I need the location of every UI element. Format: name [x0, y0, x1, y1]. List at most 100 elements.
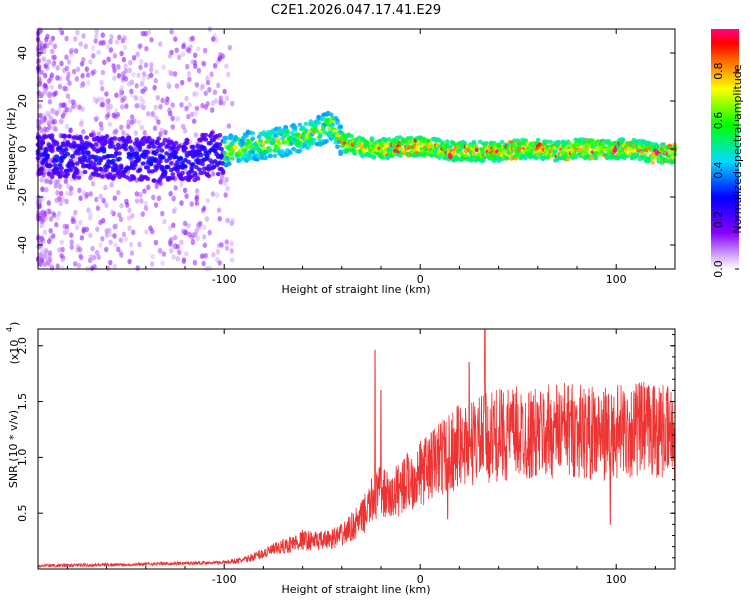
spectrogram-noise-cell	[66, 183, 71, 190]
spectrogram-noise-cell	[153, 77, 159, 84]
spectrogram-ridge-cell	[496, 142, 502, 147]
spectrogram-noise-cell	[53, 126, 59, 132]
spectrogram-ridge-cell	[203, 137, 209, 142]
snr-frame	[37, 328, 676, 570]
spectrogram-ridge-cell	[110, 144, 116, 149]
spectrogram-noise-cell	[170, 124, 175, 130]
spectrogram-noise-cell	[184, 95, 189, 102]
spectrogram-noise-cell	[205, 79, 211, 86]
spectrogram-noise-cell	[225, 185, 230, 192]
spectrogram-noise-cell	[42, 229, 48, 236]
spectrogram-noise-cell	[169, 29, 174, 35]
spectrogram-ridge-cell	[178, 155, 184, 161]
spectrogram-noise-cell	[199, 253, 205, 260]
spectrogram-ridge-cell	[215, 171, 221, 177]
spectrogram-noise-cell	[124, 103, 129, 109]
spectrogram-noise-cell	[174, 47, 179, 54]
spectrogram-noise-cell	[181, 258, 187, 265]
spectrogram-noise-cell	[44, 36, 49, 43]
spectrogram-noise-cell	[204, 216, 210, 222]
spectrogram-noise-cell	[41, 56, 47, 62]
spectrogram-noise-cell	[143, 205, 149, 211]
spectrogram-ridge-cell	[233, 144, 239, 149]
spectrogram-ridge-cell	[316, 120, 322, 125]
spectrogram-noise-cell	[129, 79, 135, 85]
spectrogram-noise-cell	[118, 93, 123, 99]
spectrogram-noise-cell	[203, 252, 208, 259]
spectrogram-noise-cell	[127, 215, 132, 221]
spectrogram-ridge-cell	[154, 148, 160, 154]
spectrogram-noise-cell	[149, 37, 154, 43]
spectrogram-ridge-cell	[459, 150, 464, 156]
spectrogram-noise-cell	[65, 190, 70, 196]
spectrogram-ridge-cell	[463, 153, 469, 158]
spectrogram-noise-cell	[96, 131, 102, 137]
spectrogram-ridge-cell	[38, 170, 44, 176]
spectrogram-noise-cell	[119, 202, 124, 209]
spectrogram-noise-cell	[84, 66, 90, 72]
spectrogram-noise-cell	[99, 125, 104, 132]
spectrogram-ridge-cell	[634, 153, 640, 158]
spectrogram-noise-cell	[160, 260, 165, 266]
spectrogram-noise-cell	[182, 127, 188, 134]
spectrogram-ridge-cell	[244, 145, 249, 151]
spectrogram-ridge-cell	[499, 139, 505, 145]
spectrogram-noise-cell	[230, 257, 235, 263]
spectrogram-noise-cell	[131, 55, 137, 61]
spectrogram-noise-cell	[53, 179, 59, 185]
spectrogram-noise-cell	[196, 67, 202, 74]
spectrogram-noise-cell	[209, 71, 214, 78]
spectrogram-noise-cell	[99, 79, 104, 86]
spectrogram-noise-cell	[119, 252, 124, 259]
spectrogram-noise-cell	[127, 225, 132, 231]
spectrogram-noise-cell	[58, 190, 64, 197]
spectrogram-noise-cell	[97, 96, 102, 102]
spectrogram-noise-cell	[139, 198, 144, 204]
spectrogram-noise-cell	[179, 200, 184, 206]
spectrogram-ridge-cell	[195, 176, 201, 181]
spectrogram-noise-cell	[68, 190, 73, 197]
spectrogram-noise-cell	[106, 112, 111, 118]
spectrogram-ridge-cell	[150, 141, 155, 146]
spectrogram-noise-cell	[51, 233, 56, 239]
spectrogram-noise-cell	[179, 102, 184, 108]
spectrogram-ridge-cell	[70, 154, 75, 159]
spectrogram-ridge-cell	[170, 172, 176, 177]
spectrogram-ridge-cell	[63, 147, 69, 152]
spectrogram-noise-cell	[116, 246, 121, 253]
spectrogram-ridge-cell	[386, 137, 392, 142]
spectrogram-noise-cell	[99, 101, 104, 108]
spectrogram-noise-cell	[168, 238, 173, 245]
spectrogram-noise-cell	[154, 69, 159, 75]
spectrogram-noise-cell	[160, 97, 165, 104]
spectrogram-ridge-cell	[440, 140, 445, 145]
spectrogram-ridge-cell	[123, 143, 129, 148]
spectrogram-noise-cell	[119, 50, 124, 57]
spectrogram-ridge-cell	[650, 160, 656, 165]
spectrogram-ridge-cell	[565, 157, 571, 162]
spectrogram-noise-cell	[207, 229, 212, 236]
spectrogram-noise-cell	[187, 76, 192, 83]
spectrogram-noise-cell	[135, 265, 140, 271]
colorbar-tick-label: 0.8	[712, 62, 725, 80]
spectrogram-noise-cell	[69, 232, 74, 238]
colorbar-label: Normalized spectral amplitude	[731, 64, 744, 233]
spectrogram-ridge-cell	[145, 165, 151, 170]
spectrogram-noise-cell	[122, 35, 127, 41]
spectrogram-noise-cell	[215, 256, 220, 263]
spectrogram-noise-cell	[54, 197, 59, 204]
spectrogram-noise-cell	[69, 239, 74, 245]
spectrogram-ridge-cell	[65, 171, 71, 177]
spectrogram-ridge-cell	[183, 164, 188, 169]
spectrogram-noise-cell	[108, 38, 113, 45]
spectrogram-noise-cell	[104, 246, 109, 253]
spectrogram-noise-cell	[38, 243, 43, 249]
spectrogram-noise-cell	[193, 52, 198, 59]
spectrogram-noise-cell	[218, 179, 223, 185]
spectrogram-ridge-cell	[667, 143, 673, 148]
spectrogram-noise-cell	[134, 191, 139, 197]
spectrogram-noise-cell	[66, 59, 72, 65]
spectrogram-noise-cell	[120, 104, 125, 110]
spectrogram-ridge-cell	[560, 144, 566, 149]
